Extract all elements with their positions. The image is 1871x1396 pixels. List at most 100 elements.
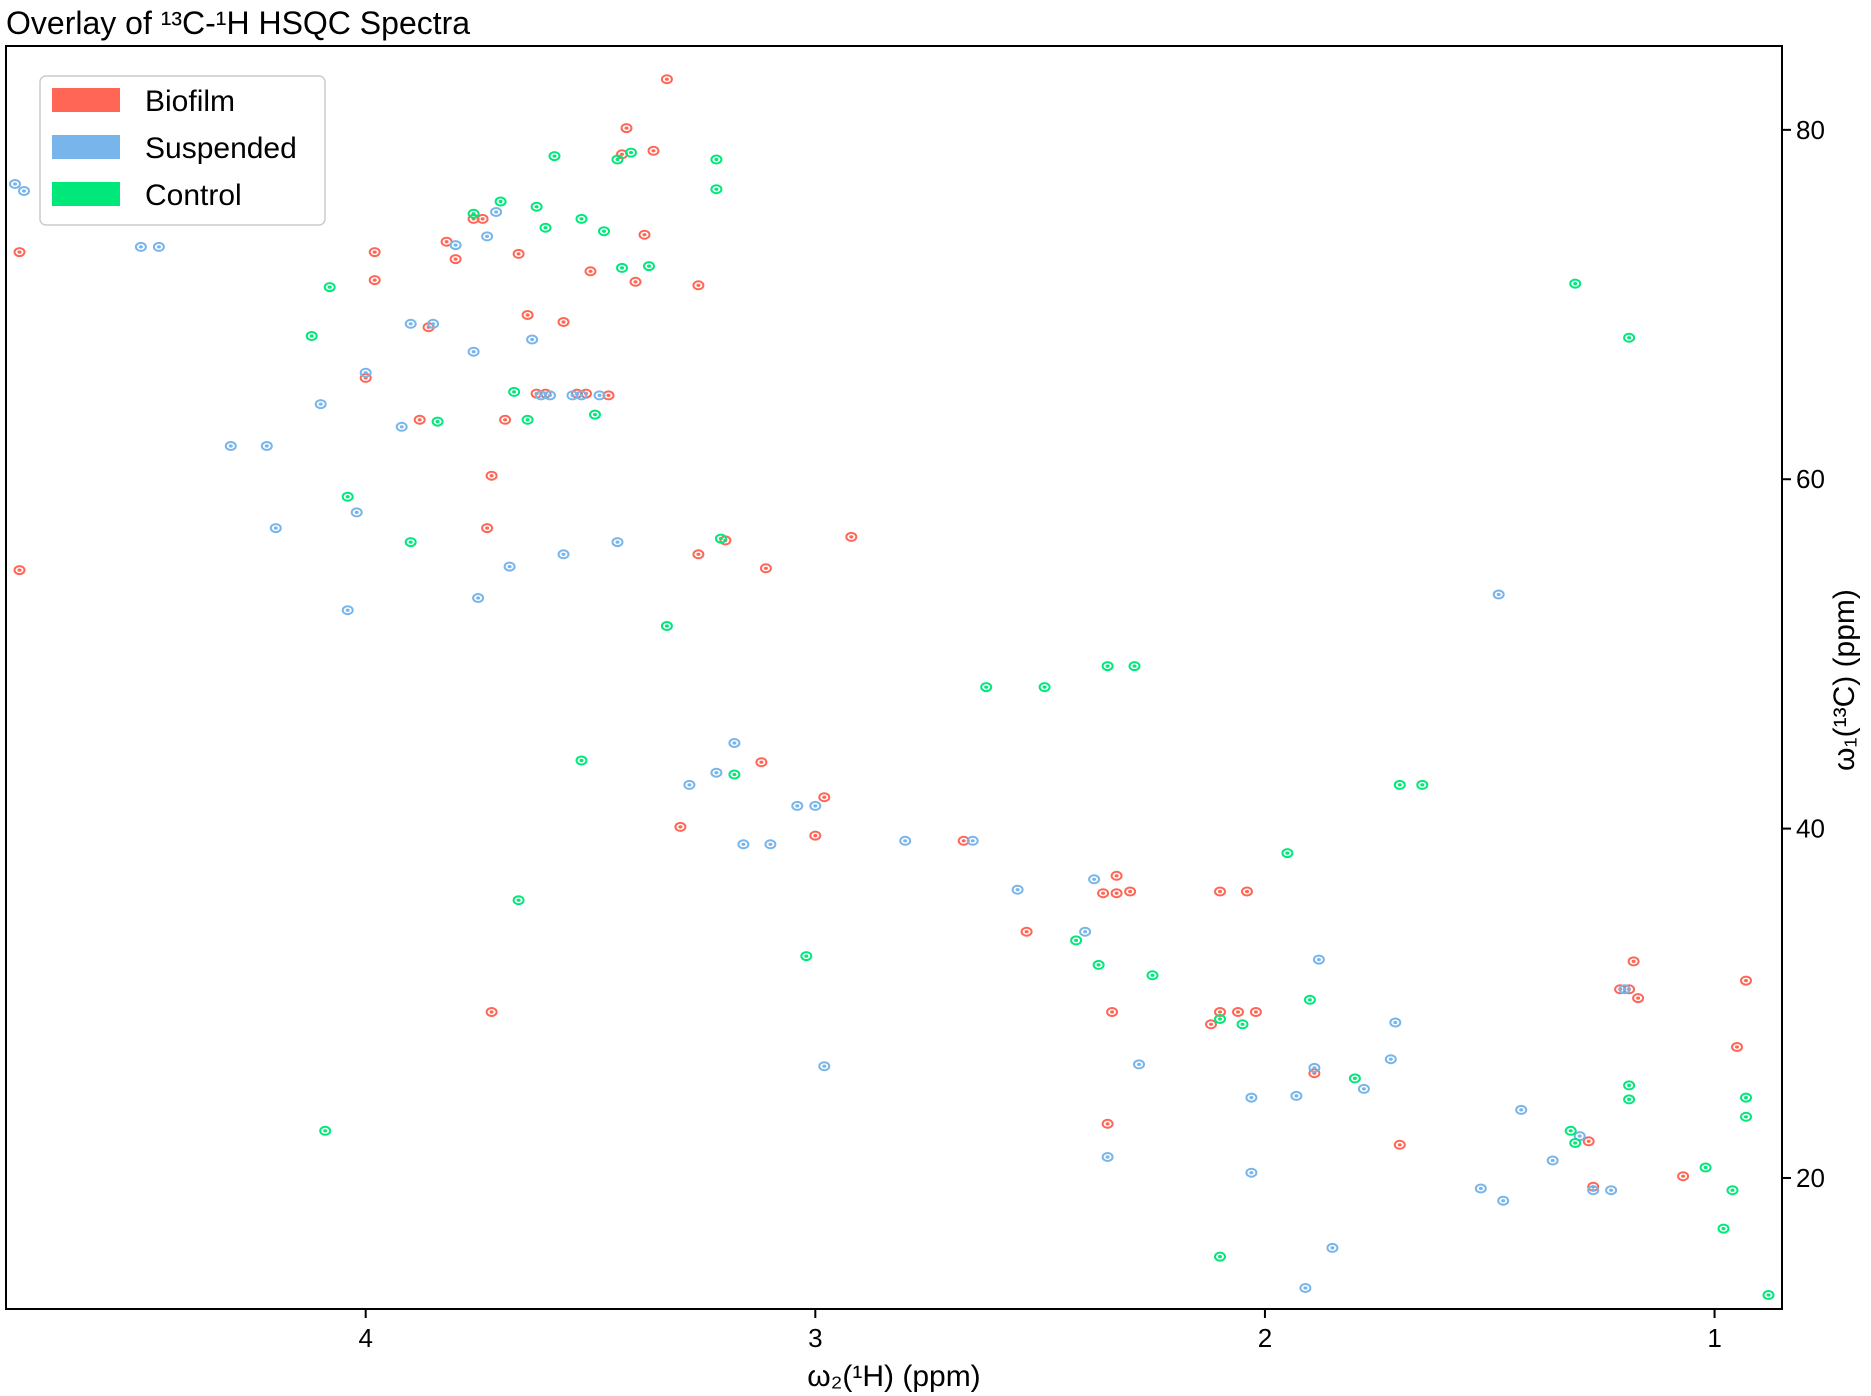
- y-tick-label: 40: [1796, 814, 1825, 844]
- peak-core: [1388, 1057, 1393, 1061]
- peak-marker: [710, 767, 723, 778]
- chart-title: Overlay of ¹³C-¹H HSQC Spectra: [6, 5, 470, 41]
- peak-marker: [575, 213, 588, 224]
- peak-core: [768, 842, 773, 846]
- peak-core: [309, 334, 314, 338]
- peak-marker: [660, 74, 673, 85]
- peak-core: [1609, 1188, 1614, 1192]
- peak-marker: [737, 839, 750, 850]
- peak-marker: [9, 179, 21, 189]
- peak-marker: [269, 523, 282, 534]
- peak-marker: [1393, 1139, 1406, 1150]
- peak-core: [620, 266, 624, 270]
- legend: Biofilm Suspended Control: [39, 75, 326, 226]
- peak-marker: [539, 222, 552, 233]
- peak-core: [1249, 1171, 1254, 1175]
- peak-core: [525, 313, 530, 317]
- peak-marker: [593, 390, 606, 401]
- peak-marker: [152, 241, 165, 252]
- peak-marker: [1474, 1183, 1487, 1194]
- peak-marker: [1569, 278, 1582, 289]
- peak-core: [1636, 996, 1641, 1000]
- peak-marker: [1515, 1104, 1528, 1115]
- peak-marker: [818, 792, 831, 803]
- peak-marker: [1249, 1007, 1262, 1017]
- peak-marker: [1101, 661, 1114, 672]
- peak-core: [1024, 930, 1029, 934]
- peak-marker: [1740, 975, 1752, 986]
- peak-marker: [512, 248, 525, 259]
- peak-core: [453, 257, 458, 261]
- peak-core: [1137, 1062, 1141, 1066]
- peak-core: [741, 842, 746, 846]
- peak-marker: [1582, 1136, 1595, 1147]
- peak-core: [264, 444, 269, 448]
- peak-marker: [481, 523, 494, 534]
- peak-core: [480, 217, 485, 221]
- peak-core: [476, 596, 481, 600]
- peak-core: [507, 565, 512, 569]
- peak-marker: [643, 261, 655, 272]
- peak-core: [138, 245, 143, 249]
- peak-core: [1307, 998, 1312, 1002]
- peak-marker: [575, 755, 588, 766]
- peak-marker: [1214, 1251, 1226, 1262]
- peak-marker: [1079, 926, 1092, 937]
- peak-core: [1586, 1139, 1591, 1143]
- peak-marker: [759, 563, 772, 574]
- peak-marker: [1546, 1155, 1559, 1166]
- legend-label: Suspended: [145, 132, 297, 165]
- peak-core: [1627, 336, 1632, 340]
- peak-marker: [557, 549, 570, 560]
- peak-marker: [548, 151, 561, 162]
- x-axis-ticks: 4 3 2 1: [358, 1309, 1722, 1353]
- peak-marker: [1699, 1162, 1712, 1173]
- peak-marker: [1762, 1290, 1775, 1300]
- peak-core: [984, 685, 989, 689]
- peak-core: [1573, 282, 1578, 286]
- peak-marker: [1497, 1195, 1510, 1206]
- peak-marker: [485, 470, 498, 481]
- peak-core: [1766, 1293, 1771, 1297]
- peak-core: [664, 77, 669, 81]
- peak-core: [606, 393, 611, 397]
- peak-core: [1105, 1155, 1110, 1159]
- peak-core: [633, 280, 638, 284]
- peak-marker: [472, 593, 485, 603]
- series-biofilm: [13, 74, 1752, 1192]
- peak-core: [1330, 1246, 1335, 1250]
- legend-swatch: [52, 88, 120, 112]
- peak-core: [588, 269, 593, 273]
- peak-marker: [1627, 956, 1640, 967]
- peak-core: [1209, 1022, 1213, 1026]
- peak-marker: [1101, 1152, 1114, 1162]
- peak-core: [1218, 1017, 1222, 1021]
- peak-marker: [899, 835, 912, 846]
- peak-core: [647, 264, 651, 268]
- peak-core: [1316, 958, 1321, 962]
- peak-marker: [1146, 970, 1159, 981]
- y-tick-label: 20: [1796, 1163, 1825, 1193]
- peak-core: [1478, 1186, 1483, 1191]
- peak-marker: [1205, 1019, 1217, 1030]
- peak-core: [503, 418, 508, 422]
- peak-core: [512, 390, 517, 394]
- peak-marker: [323, 282, 336, 293]
- peak-marker: [1623, 1094, 1636, 1105]
- y-tick-label: 60: [1796, 464, 1825, 494]
- peak-core: [1730, 1188, 1735, 1192]
- peak-core: [530, 337, 535, 342]
- peak-core: [822, 795, 827, 799]
- peak-core: [624, 126, 629, 130]
- peak-core: [1361, 1087, 1366, 1091]
- peak-marker: [809, 830, 822, 841]
- peak-core: [453, 243, 458, 247]
- legend-entries: Biofilm Suspended Control: [52, 85, 297, 212]
- peak-core: [228, 444, 233, 448]
- peak-core: [849, 535, 854, 539]
- peak-core: [516, 898, 521, 902]
- peak-marker: [710, 154, 723, 165]
- peak-core: [525, 418, 530, 422]
- peak-marker: [134, 241, 147, 252]
